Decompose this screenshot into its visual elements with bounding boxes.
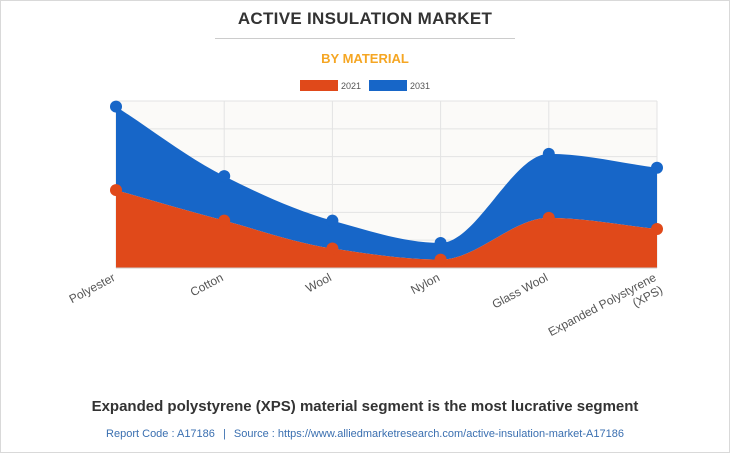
x-tick-label-line: Cotton: [188, 270, 226, 299]
chart-subtitle: BY MATERIAL: [321, 51, 409, 66]
x-tick-label-line: Glass Wool: [490, 270, 551, 311]
point-2021: [651, 223, 663, 236]
legend-label-2031: 2031: [410, 80, 431, 91]
source-separator: |: [222, 428, 226, 440]
footer-headline: Expanded polystyrene (XPS) material segm…: [91, 398, 639, 415]
point-2031: [110, 100, 122, 113]
point-2031: [326, 214, 339, 227]
x-tick-label: Wool: [303, 270, 334, 295]
point-2031: [651, 161, 663, 174]
report-code: Report Code : A17186: [106, 428, 215, 440]
legend-swatch-2031: [369, 80, 407, 91]
x-tick-label-line: Nylon: [408, 270, 442, 297]
legend-item-2031[interactable]: 2031: [369, 80, 430, 91]
x-tick-label: Expanded Polystyrene(XPS): [546, 270, 665, 351]
point-2021: [326, 242, 339, 255]
point-2031: [218, 170, 231, 183]
point-2021: [110, 184, 122, 197]
x-tick-label: Nylon: [408, 270, 442, 297]
chart-legend: 2021 2031: [0, 80, 730, 91]
point-2031: [542, 147, 555, 160]
footer-source: Report Code : A17186 | Source : https://…: [0, 428, 730, 440]
x-tick-label-line: Polyester: [67, 270, 118, 306]
x-tick-label: Glass Wool: [490, 270, 551, 311]
legend-swatch-2021: [299, 80, 338, 91]
point-2031: [434, 236, 447, 249]
legend-item-2021[interactable]: 2021: [299, 80, 361, 91]
title-divider: [215, 38, 515, 39]
x-tick-label: Polyester: [67, 270, 118, 306]
area-2021: [116, 190, 657, 268]
area-2031: [116, 106, 657, 260]
point-2021: [218, 214, 231, 227]
page-title: ACTIVE INSULATION MARKET: [237, 9, 493, 28]
legend-label-2021: 2021: [340, 80, 361, 91]
point-2021: [434, 253, 447, 266]
point-2021: [542, 211, 555, 224]
x-tick-label-line: Wool: [303, 270, 334, 295]
source-link[interactable]: Source : https://www.alliedmarketresearc…: [233, 428, 624, 440]
x-tick-label: Cotton: [188, 270, 226, 299]
